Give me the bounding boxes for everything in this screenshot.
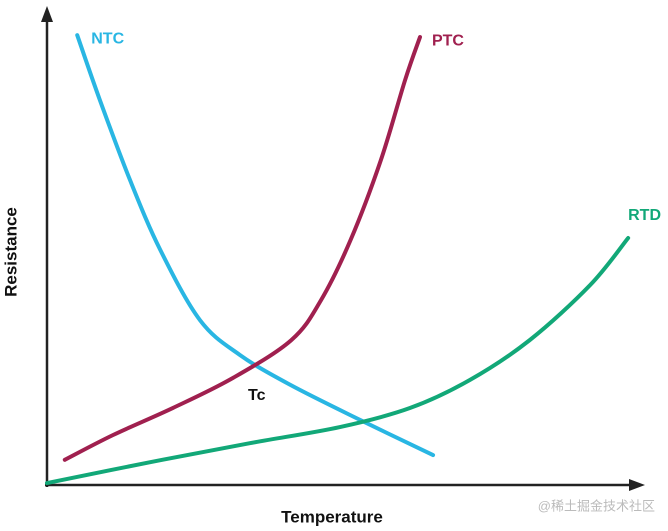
series-label: PTC	[432, 32, 464, 49]
annotation: Tc	[248, 387, 266, 404]
line	[75, 33, 436, 458]
series-label: NTC	[91, 30, 124, 47]
line	[45, 236, 631, 486]
y-axis-arrow	[41, 6, 53, 22]
series-label: RTD	[628, 207, 661, 224]
x-axis-arrow	[629, 479, 645, 491]
line	[62, 35, 422, 462]
y-axis-title: Resistance	[1, 207, 20, 297]
x-axis-title: Temperature	[281, 507, 383, 526]
watermark: @稀土掘金技术社区	[538, 498, 655, 513]
